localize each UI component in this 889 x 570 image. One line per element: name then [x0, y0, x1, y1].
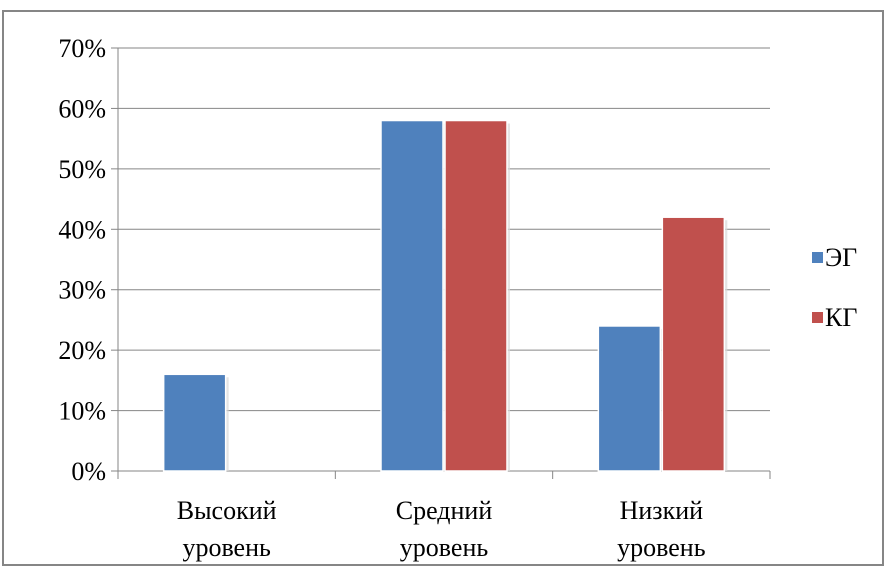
bar-2-1 — [661, 216, 726, 472]
y-tick-label: 0% — [71, 457, 106, 486]
x-category-label: уровень — [400, 533, 489, 562]
bar-chart: 0% 10% 20% 30% 40% 50% 60% 70% Высокий уровень Сре… — [58, 34, 857, 562]
y-tick-label: 30% — [58, 276, 106, 305]
x-category-label: уровень — [617, 533, 706, 562]
y-tick-label: 10% — [58, 397, 106, 426]
legend-label: ЭГ — [825, 243, 857, 272]
y-tick-label: 70% — [58, 34, 106, 63]
bar-0-0 — [162, 373, 227, 472]
bar-1-0 — [380, 119, 444, 472]
bar-1-1 — [444, 119, 508, 472]
x-category-label: Средний — [396, 496, 493, 525]
legend-swatch — [812, 252, 823, 263]
y-tick-label: 20% — [58, 336, 106, 365]
x-category-label: Высокий — [177, 496, 277, 525]
y-tick-label: 50% — [58, 155, 106, 184]
legend-swatch — [812, 312, 823, 323]
x-category-label: Низкий — [620, 496, 704, 525]
legend-label: КГ — [825, 303, 857, 332]
chart-frame: 0% 10% 20% 30% 40% 50% 60% 70% Высокий уровень Сре… — [2, 10, 884, 566]
y-tick-label: 60% — [58, 94, 106, 123]
x-category-label: уровень — [182, 533, 271, 562]
bar-2-0 — [597, 325, 662, 472]
y-tick-label: 40% — [58, 215, 106, 244]
